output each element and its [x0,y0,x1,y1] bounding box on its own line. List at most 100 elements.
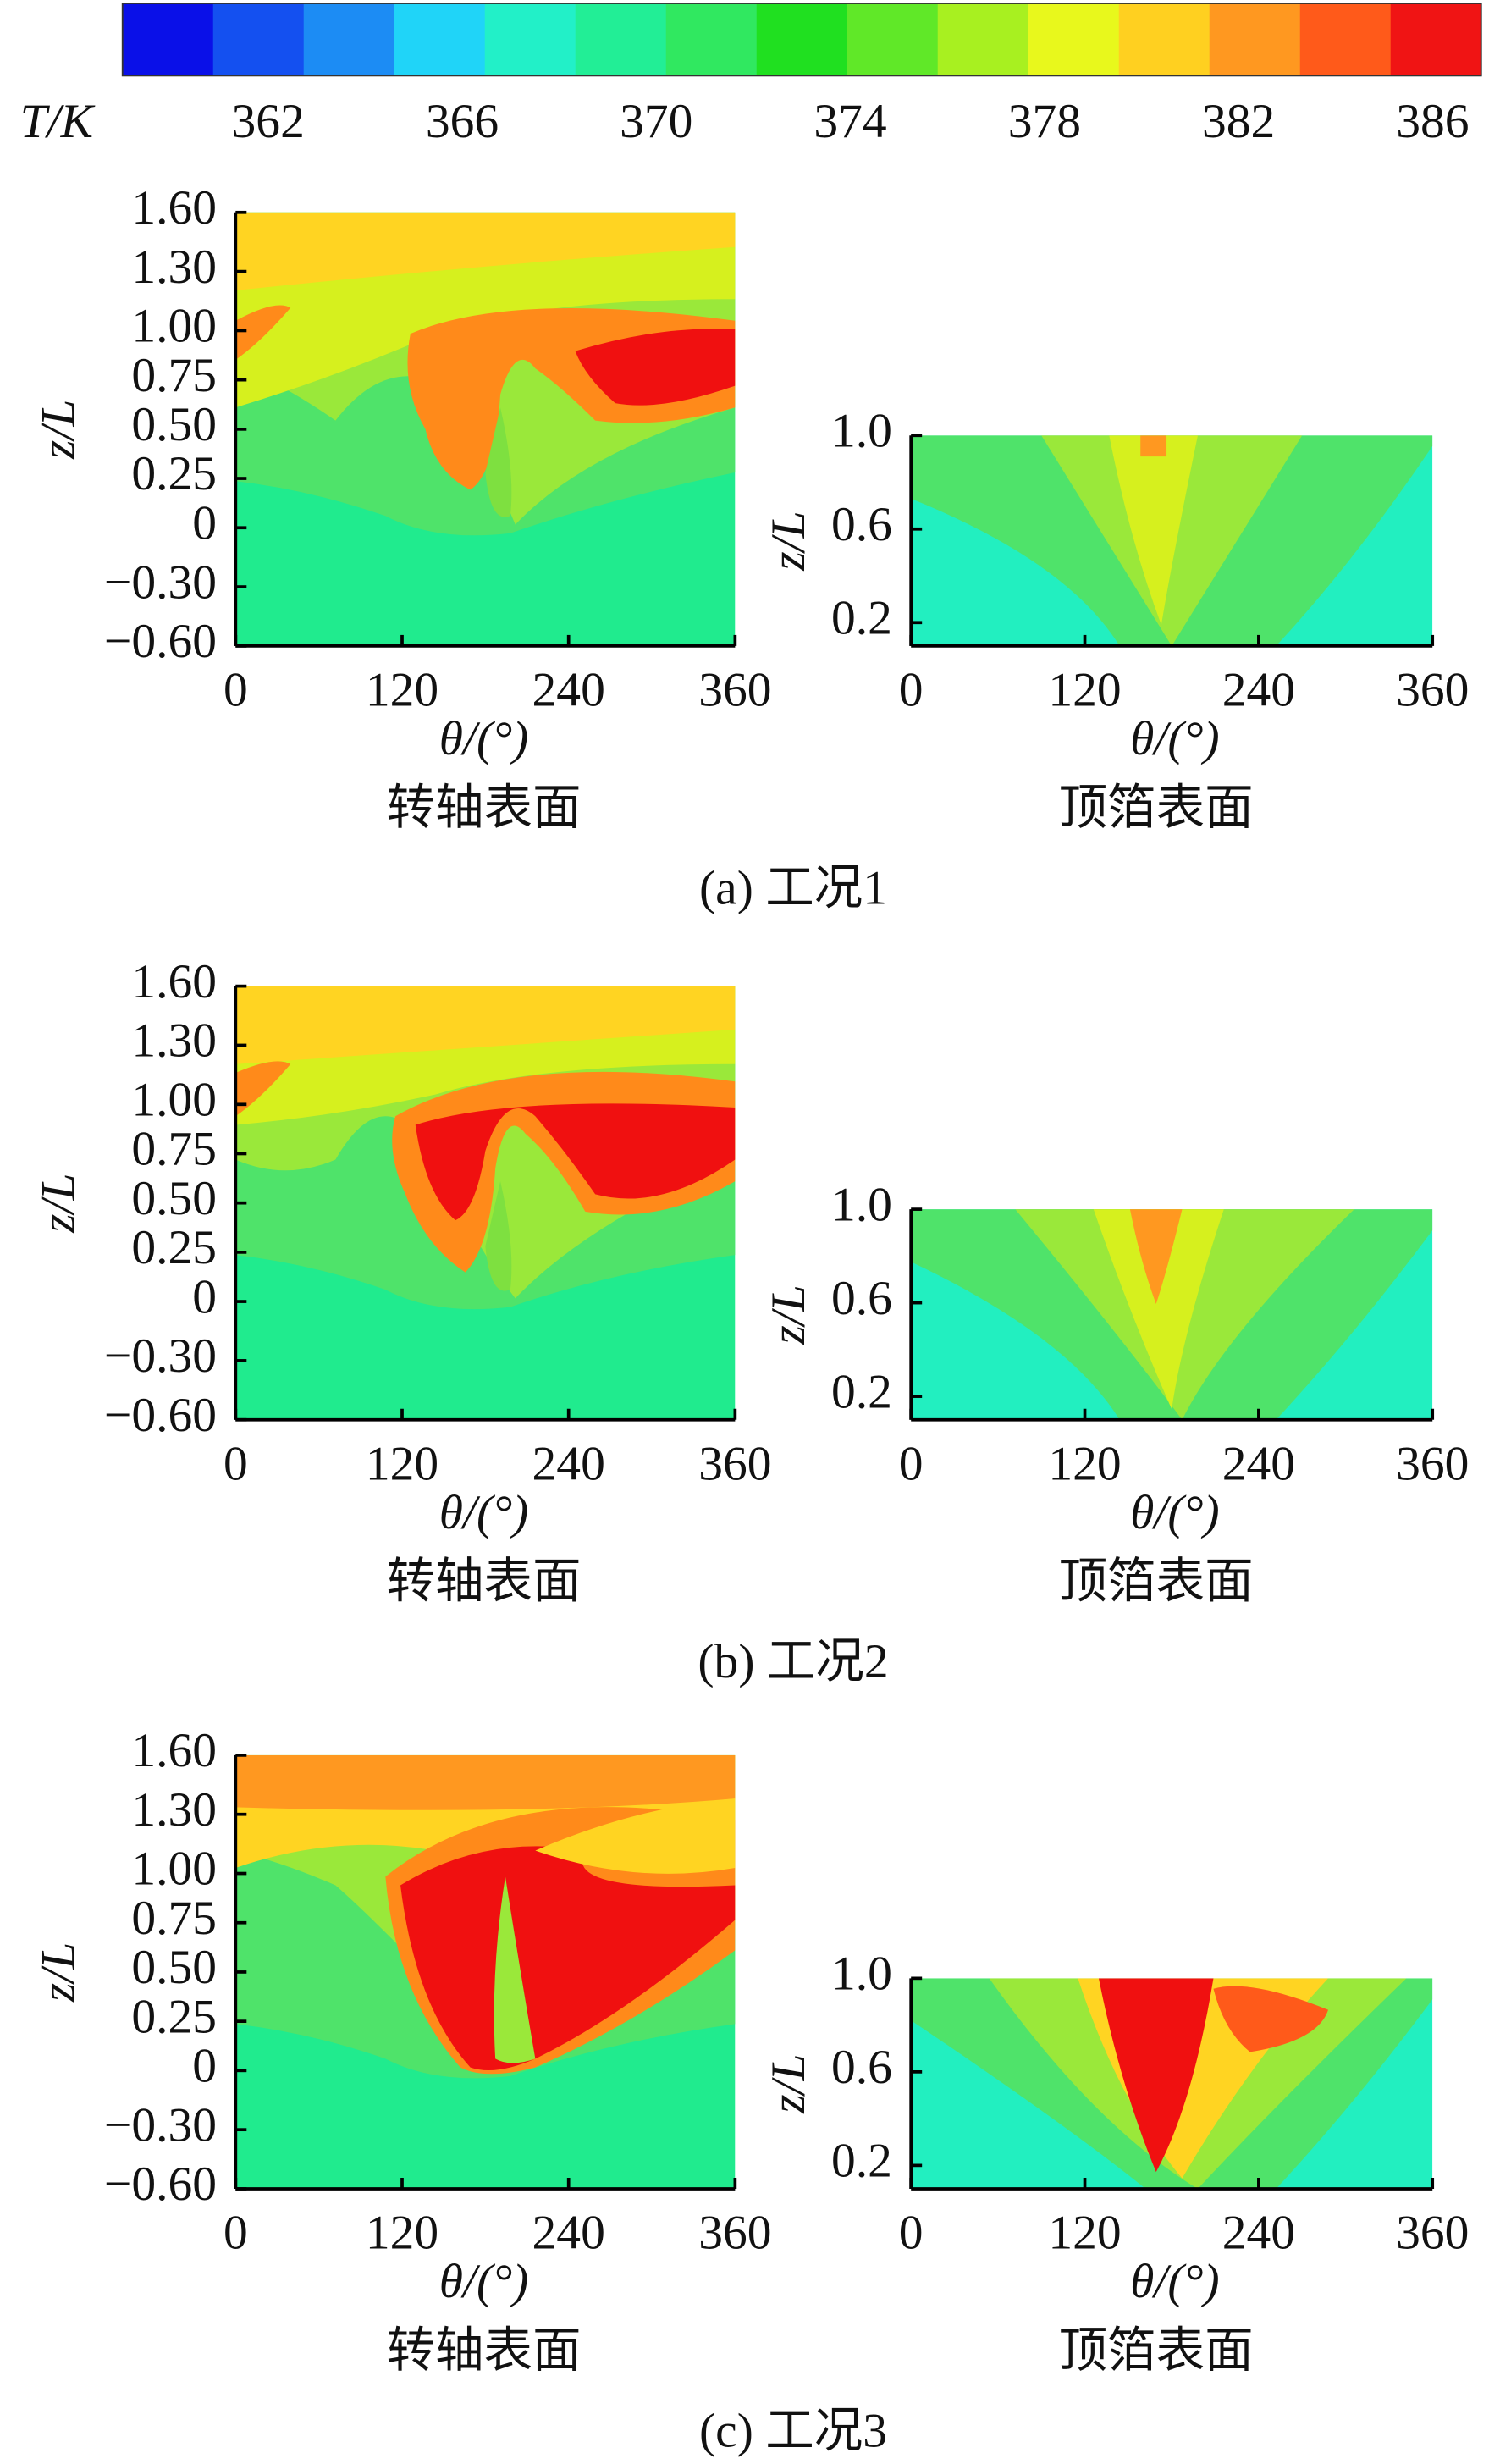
x-axis-label: θ/(°) [439,2255,529,2308]
x-tick-label: 240 [1222,2207,1295,2260]
x-tick-label: 120 [1048,664,1121,717]
field-region [235,1061,291,1117]
panel-caption: (b) 工况2 [698,1635,888,1688]
x-tick-label: 360 [698,2207,771,2260]
y-tick-label: 0.50 [131,1172,217,1225]
y-tick-label: 0.2 [831,2135,892,2188]
colorbar-swatch [847,3,939,76]
panel-caption: (c) 工况3 [699,2405,887,2458]
y-tick-label: 0.25 [131,1990,217,2043]
x-axis-label: θ/(°) [439,1486,529,1539]
field-region [1098,1978,1214,2173]
y-tick-label: 0 [192,2040,217,2093]
y-axis-label: z/L [31,400,85,460]
y-tick-label: −0.60 [104,2157,217,2211]
y-axis-label: z/L [762,511,815,571]
colorbar-swatch [756,3,848,76]
y-tick-label: 1.60 [131,181,217,235]
plot-caption: 顶箔表面 [1059,2324,1254,2378]
x-tick-label: 0 [899,664,924,717]
x-tick-label: 360 [1396,664,1469,717]
field-region [485,407,512,517]
field-region [235,305,291,360]
y-axis-label: z/L [762,2053,815,2113]
plot-caption: 顶箔表面 [1059,782,1254,835]
x-tick-label: 240 [532,2207,605,2260]
y-tick-label: 1.0 [831,404,892,457]
y-tick-label: −0.60 [104,615,217,668]
temperature-field [911,1978,1433,2189]
field-region [494,1876,536,2063]
x-tick-label: 0 [223,2207,248,2260]
field-region [485,1181,512,1291]
colorbar-tick-label: 362 [232,95,305,148]
colorbar-swatch [1209,3,1301,76]
plot-caption: 转轴表面 [386,1555,581,1609]
y-axis-label: z/L [762,1284,815,1345]
y-tick-label: 1.0 [831,1947,892,2001]
colorbar-swatch [394,3,486,76]
colorbar-swatch [1028,3,1120,76]
y-tick-label: −0.30 [104,1329,217,1383]
y-axis-label: z/L [31,1173,85,1233]
colorbar-tick-label: 382 [1202,95,1275,148]
x-tick-label: 120 [1048,2207,1121,2260]
colorbar-tick-label: 386 [1396,95,1469,148]
y-tick-label: 0.50 [131,398,217,451]
y-tick-label: 0.6 [831,1272,892,1325]
temperature-field [235,212,736,646]
x-tick-label: 120 [366,664,438,717]
colorbar-tick-label: 366 [426,95,499,148]
colorbar-swatch [575,3,667,76]
colorbar-swatch [937,3,1029,76]
field-region [1109,435,1199,626]
y-tick-label: 1.60 [131,955,217,1008]
y-tick-label: 0.25 [131,1221,217,1274]
y-tick-label: 1.00 [131,1842,217,1896]
y-tick-label: −0.30 [104,2098,217,2152]
field-region [1093,1209,1224,1410]
colorbar-swatch [122,3,214,76]
x-tick-label: 360 [1396,1437,1469,1490]
colorbar-tick-label: 374 [813,95,886,148]
field-region [235,1754,736,1810]
y-tick-label: 0 [192,1270,217,1323]
y-tick-label: 0.50 [131,1941,217,1994]
x-tick-label: 240 [1222,1437,1295,1490]
y-tick-label: −0.60 [104,1389,217,1442]
y-tick-label: 0.2 [831,1365,892,1418]
x-axis-label: θ/(°) [1130,712,1220,765]
plot-caption: 转轴表面 [386,2324,581,2378]
contour-plot: 1.0 0.6 0.20 120 240 360 θ/(°) 顶箔表面 z/L (a) 工况1 [699,404,1469,914]
x-tick-label: 120 [366,2207,438,2260]
x-tick-label: 0 [899,2207,924,2260]
x-tick-label: 120 [1048,1437,1121,1490]
field-region [535,1798,736,1874]
contour-plot: 1.601.301.000.750.500.250−0.30−0.600 120 2… [31,955,771,1609]
y-tick-label: 0.6 [831,2041,892,2094]
colorbar-tick-label: 378 [1008,95,1081,148]
temperature-field [911,1209,1433,1420]
field-region [415,1103,736,1221]
y-tick-label: 0 [192,496,217,550]
x-tick-label: 0 [899,1437,924,1490]
plot-caption: 顶箔表面 [1059,1555,1254,1609]
colorbar-swatch [1390,3,1482,76]
y-tick-label: 1.30 [131,240,217,294]
x-axis-label: θ/(°) [439,712,529,765]
colorbar-label: T/K [20,95,96,148]
x-tick-label: 360 [698,1437,771,1490]
colorbar-swatch [212,3,305,76]
y-tick-label: 1.30 [131,1783,217,1837]
y-tick-label: 0.25 [131,447,217,500]
x-tick-label: 120 [366,1437,438,1490]
y-tick-label: 1.0 [831,1178,892,1231]
contour-plot: 1.0 0.6 0.20 120 240 360 θ/(°) 顶箔表面 z/L (b) 工况2 [698,1178,1469,1688]
panel-caption: (a) 工况1 [699,861,887,914]
contour-plot: 1.0 0.6 0.20 120 240 360 θ/(°) 顶箔表面 z/L (c) 工况3 [699,1947,1469,2458]
colorbar-swatch [1118,3,1210,76]
colorbar-swatch [665,3,758,76]
y-tick-label: 1.00 [131,300,217,353]
colorbar-swatch [1299,3,1392,76]
y-tick-label: 1.60 [131,1724,217,1777]
